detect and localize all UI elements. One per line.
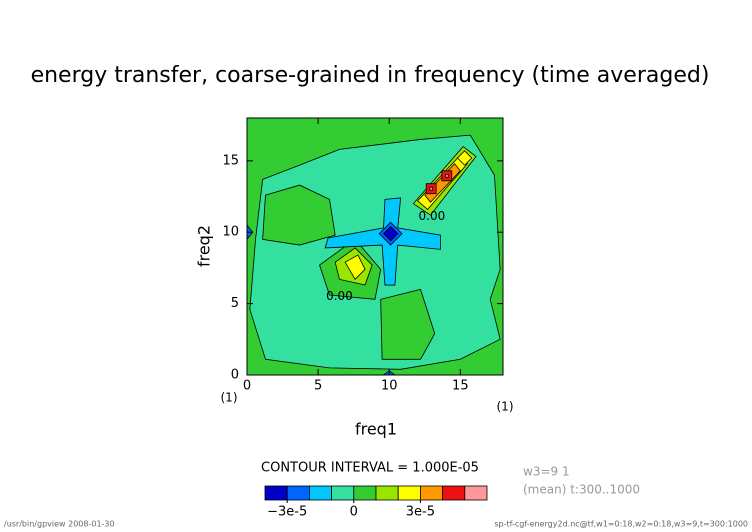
colorbar-box	[353, 485, 377, 501]
contour-label: 0.00	[419, 209, 446, 223]
colorbar-title: CONTOUR INTERVAL = 1.000E-05	[261, 461, 479, 476]
colorbar-tick-label: 0	[350, 505, 358, 520]
x-axis-label: freq1	[355, 420, 397, 439]
colorbar-box	[308, 485, 332, 501]
x-tick-label: 0	[243, 379, 251, 394]
plot-frame	[246, 117, 504, 376]
contour-region	[456, 150, 473, 166]
colorbar-box	[397, 485, 421, 501]
footer-left: /usr/bin/gpview 2008-01-30	[4, 520, 115, 529]
contour-region	[344, 254, 366, 280]
contour-label: 0.00	[326, 289, 353, 303]
footer-right: sp-tf-cgf-energy2d.nc@tf,w1=0:18,w2=0:18…	[494, 520, 748, 529]
colorbar-box	[464, 485, 488, 501]
y-unit: (1)	[221, 391, 238, 405]
colorbar-box	[419, 485, 443, 501]
plot-area	[247, 118, 503, 375]
contour-region	[444, 173, 449, 178]
x-tick-label: 10	[381, 379, 398, 394]
y-tick-label: 15	[222, 153, 239, 168]
x-tick-label: 15	[452, 379, 469, 394]
contour-region	[324, 197, 441, 286]
y-tick-label: 5	[231, 296, 239, 311]
chart-title: energy transfer, coarse-grained in frequ…	[31, 63, 710, 88]
colorbar-tick-label: −3e-5	[267, 505, 307, 520]
colorbar-box	[264, 485, 288, 501]
colorbar-box	[286, 485, 310, 501]
note: (mean) t:300..1000	[523, 483, 640, 497]
contour-region	[429, 186, 434, 191]
colorbar-tick-label: 3e-5	[406, 505, 435, 520]
contour-region	[382, 225, 399, 242]
contour-region	[262, 184, 336, 246]
y-axis-label: freq2	[195, 225, 214, 267]
colorbar-box	[442, 485, 466, 501]
y-tick-label: 10	[222, 225, 239, 240]
contour-region	[380, 288, 436, 360]
note: w3=9 1	[523, 465, 570, 479]
colorbar-box	[375, 485, 399, 501]
y-tick-label: 0	[231, 368, 239, 383]
x-unit: (1)	[497, 400, 514, 414]
x-tick-label: 5	[314, 379, 322, 394]
colorbar-box	[331, 485, 355, 501]
